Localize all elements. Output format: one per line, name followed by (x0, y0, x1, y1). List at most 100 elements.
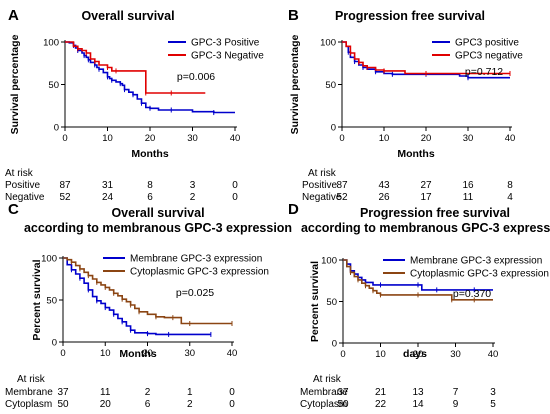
y-tick-label: 100 (41, 254, 57, 265)
panel-letter: D (288, 201, 299, 218)
risk-row-label: Negative (302, 192, 342, 203)
chart-subtitle: according to membranous GPC-3 expression (301, 221, 550, 235)
y-tick-label: 100 (321, 256, 337, 267)
chart-title: Overall survival (111, 206, 204, 220)
risk-count: 9 (453, 399, 459, 410)
risk-count: 37 (337, 387, 349, 398)
risk-count: 27 (420, 180, 432, 191)
risk-count: 5 (490, 399, 496, 410)
series-line-2 (65, 41, 206, 94)
risk-count: 26 (378, 192, 390, 203)
y-tick-label: 0 (54, 123, 59, 134)
y-tick-label: 0 (332, 339, 337, 350)
x-tick-label: 20 (421, 133, 432, 144)
risk-count: 8 (507, 180, 513, 191)
legend-label: Cytoplasmic GPC-3 expression (130, 267, 269, 278)
x-tick-label: 0 (340, 349, 345, 360)
x-tick-label: 20 (142, 348, 153, 359)
risk-count: 24 (102, 192, 114, 203)
risk-count: 43 (378, 180, 390, 191)
chart-title: Progression free survival (335, 9, 485, 23)
y-tick-label: 0 (331, 123, 336, 134)
x-tick-label: 20 (413, 349, 424, 360)
risk-count: 14 (412, 399, 424, 410)
y-axis-title: Survival percentage (9, 34, 21, 134)
legend-label: GPC3 positive (455, 38, 519, 49)
p-value: p=0.712 (465, 66, 503, 78)
x-tick-label: 20 (145, 133, 156, 144)
y-tick-label: 50 (48, 80, 59, 91)
panel-b: B Progression free survival 0 50 100 0 10 20 30 4… (288, 7, 523, 203)
risk-count: 87 (59, 180, 71, 191)
x-tick-label: 30 (187, 133, 198, 144)
p-value: p=0.025 (176, 287, 214, 299)
risk-count: 0 (229, 387, 235, 398)
series-line-1 (63, 257, 211, 336)
risk-row-label: Cytoplasm (300, 399, 347, 410)
risk-count: 50 (337, 399, 349, 410)
x-tick-label: 40 (488, 349, 499, 360)
y-tick-label: 0 (52, 338, 57, 349)
panel-letter: B (288, 7, 299, 24)
p-value: p=0.370 (453, 288, 491, 300)
x-tick-label: 0 (60, 348, 65, 359)
risk-count: 22 (375, 399, 387, 410)
risk-count: 3 (490, 387, 496, 398)
legend-label: GPC-3 Positive (191, 38, 260, 49)
risk-count: 11 (100, 387, 111, 398)
y-axis-title: Survival percentage (289, 34, 301, 134)
risk-count: 6 (147, 192, 153, 203)
legend-label: Cytoplasmic GPC-3 expression (410, 269, 549, 280)
risk-count: 6 (145, 399, 151, 410)
series-line-1 (65, 41, 235, 114)
y-tick-label: 50 (326, 297, 337, 308)
x-tick-label: 30 (450, 349, 461, 360)
risk-row-label: Membrane (5, 387, 53, 398)
y-tick-label: 50 (46, 296, 57, 307)
x-tick-label: 10 (102, 133, 113, 144)
x-tick-label: 40 (227, 348, 238, 359)
risk-count: 52 (59, 192, 71, 203)
chart-subtitle: according to membranous GPC-3 expression (24, 221, 292, 235)
x-tick-label: 30 (184, 348, 195, 359)
x-axis-title: Months (131, 148, 168, 160)
risk-count: 2 (190, 192, 196, 203)
risk-row-label: Negative (5, 192, 45, 203)
risk-count: 1 (187, 387, 193, 398)
panel-letter: C (8, 201, 19, 218)
risk-count: 0 (232, 192, 238, 203)
x-axis-title: Months (397, 148, 434, 160)
x-tick-label: 0 (339, 133, 344, 144)
risk-count: 3 (190, 180, 196, 191)
risk-table-header: At risk (308, 168, 337, 179)
chart-title: Progression free survival (360, 206, 510, 220)
risk-count: 31 (102, 180, 114, 191)
risk-count: 87 (336, 180, 348, 191)
risk-count: 11 (463, 192, 474, 203)
x-tick-label: 10 (379, 133, 390, 144)
risk-row-label: Membrane (300, 387, 348, 398)
risk-row-label: Cytoplasm (5, 399, 52, 410)
chart-title: Overall survival (81, 9, 174, 23)
x-tick-label: 40 (230, 133, 241, 144)
risk-count: 13 (412, 387, 424, 398)
y-tick-label: 100 (320, 38, 336, 49)
risk-count: 52 (336, 192, 348, 203)
legend-label: Membrane GPC-3 expression (130, 254, 262, 265)
risk-table-header: At risk (17, 374, 46, 385)
risk-count: 2 (187, 399, 193, 410)
x-axis-title: days (403, 348, 427, 360)
risk-count: 4 (507, 192, 513, 203)
risk-count: 21 (375, 387, 387, 398)
risk-count: 2 (145, 387, 151, 398)
risk-table-header: At risk (313, 374, 342, 385)
risk-row-label: Positive (302, 180, 337, 191)
y-axis-title: Percent survival (31, 259, 43, 340)
y-tick-label: 50 (325, 80, 336, 91)
legend-label: GPC3 negative (455, 51, 523, 62)
risk-count: 0 (229, 399, 235, 410)
